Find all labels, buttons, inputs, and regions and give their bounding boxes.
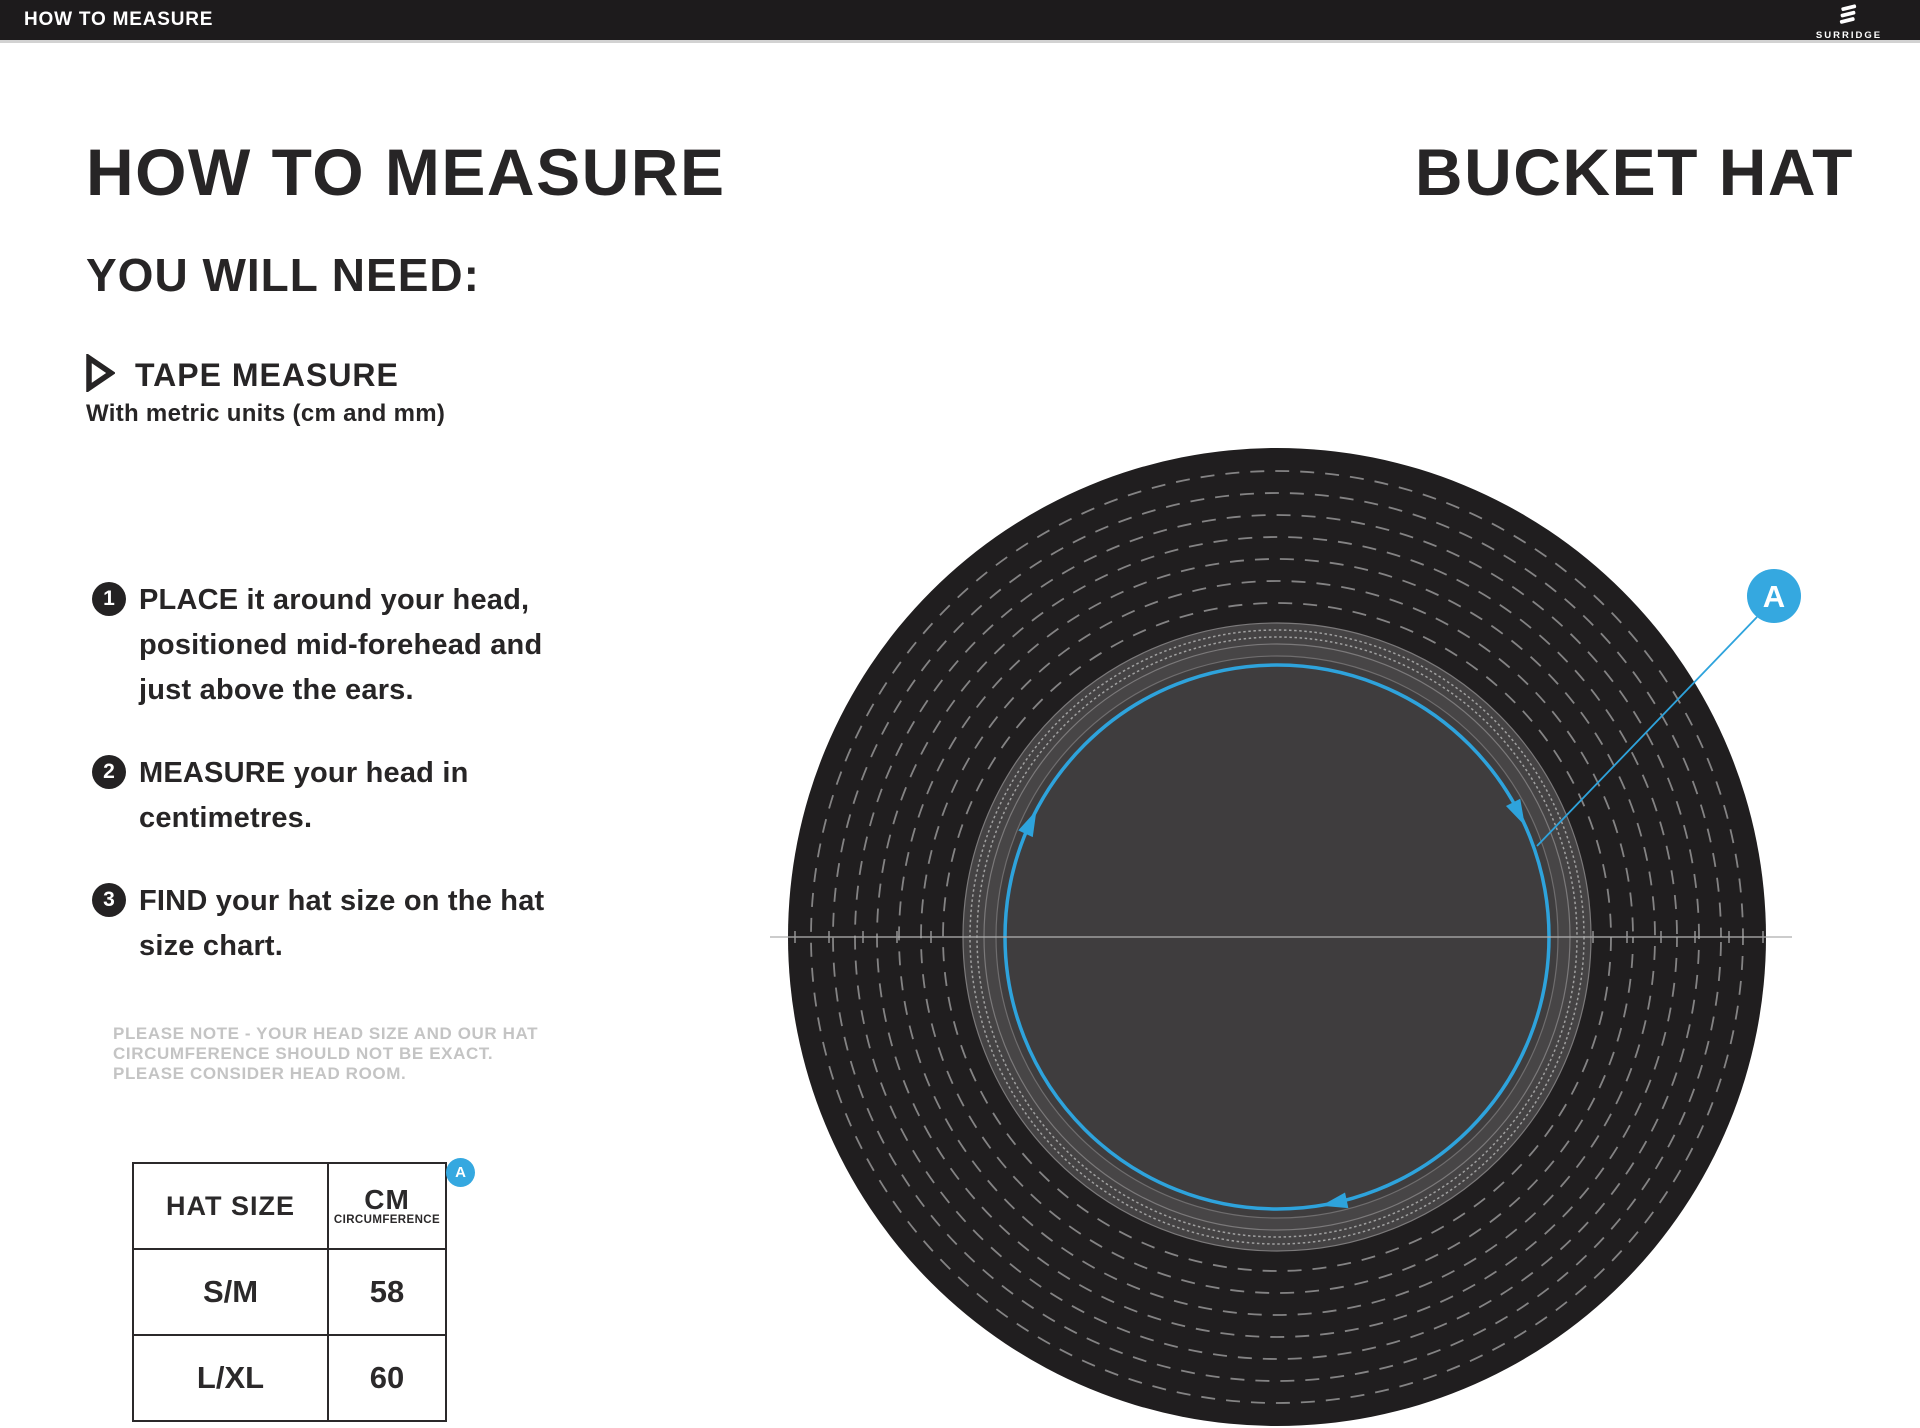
table-header-row: HAT SIZE CM CIRCUMFERENCE (132, 1162, 447, 1250)
cm-column-header: CM CIRCUMFERENCE (327, 1162, 447, 1250)
top-bar-title: HOW TO MEASURE (24, 9, 214, 30)
tape-measure-item: TAPE MEASURE (85, 352, 399, 397)
measurement-a-badge-diagram (1747, 569, 1801, 623)
table-row: L/XL 60 (132, 1334, 447, 1422)
page-title: HOW TO MEASURE (86, 135, 726, 209)
circumference-arrows (1018, 798, 1525, 1209)
triangle-bullet-icon (85, 352, 116, 397)
size-note-line: PLEASE NOTE - YOUR HEAD SIZE AND OUR HAT (113, 1024, 539, 1043)
cm-cell: 58 (327, 1248, 447, 1336)
tape-measure-subtext: With metric units (cm and mm) (86, 400, 446, 427)
arrow-down-icon (1505, 798, 1525, 826)
table-row: S/M 58 (132, 1248, 447, 1336)
you-will-need-heading: YOU WILL NEED: (86, 249, 480, 301)
step-3-text: FIND your hat size on the hat size chart… (139, 885, 545, 962)
step-2-number: 2 (92, 755, 126, 789)
hat-size-column-header: HAT SIZE (132, 1162, 329, 1250)
instruction-steps: 1 PLACE it around your head, positioned … (92, 578, 592, 1007)
step-2: 2 MEASURE your head in centimetres. (92, 751, 592, 841)
center-guide-line (770, 931, 1792, 943)
surridge-logo: SURRIDGE (1794, 3, 1904, 41)
size-note-line: PLEASE CONSIDER HEAD ROOM. (113, 1064, 407, 1083)
step-3: 3 FIND your hat size on the hat size cha… (92, 879, 592, 969)
tape-measure-label: TAPE MEASURE (135, 357, 399, 393)
measurement-a-badge-letter: A (1763, 579, 1785, 614)
step-2-text: MEASURE your head in centimetres. (139, 757, 469, 834)
surridge-logo-icon (1834, 4, 1864, 31)
size-cell: L/XL (132, 1334, 329, 1422)
bucket-hat-diagram: A (770, 448, 1801, 1426)
measurement-a-badge-table: A (446, 1158, 475, 1187)
arrow-left-icon (1321, 1192, 1349, 1209)
top-bar-divider (0, 40, 1920, 43)
surridge-logo-text: SURRIDGE (1815, 30, 1883, 41)
step-3-number: 3 (92, 883, 126, 917)
step-1: 1 PLACE it around your head, positioned … (92, 578, 592, 713)
size-note-line: CIRCUMFERENCE SHOULD NOT BE EXACT. (113, 1044, 494, 1063)
product-title: BUCKET HAT (1414, 135, 1854, 209)
cm-cell: 60 (327, 1334, 447, 1422)
step-1-number: 1 (92, 582, 126, 616)
size-note: PLEASE NOTE - YOUR HEAD SIZE AND OUR HAT… (113, 1024, 538, 1084)
badge-leader-line (1536, 616, 1758, 847)
step-1-text: PLACE it around your head, positioned mi… (139, 584, 543, 706)
hat-size-table: HAT SIZE CM CIRCUMFERENCE S/M 58 L/XL 60 (132, 1162, 447, 1422)
top-bar (0, 0, 1920, 40)
size-cell: S/M (132, 1248, 329, 1336)
arrow-up-icon (1018, 810, 1037, 838)
